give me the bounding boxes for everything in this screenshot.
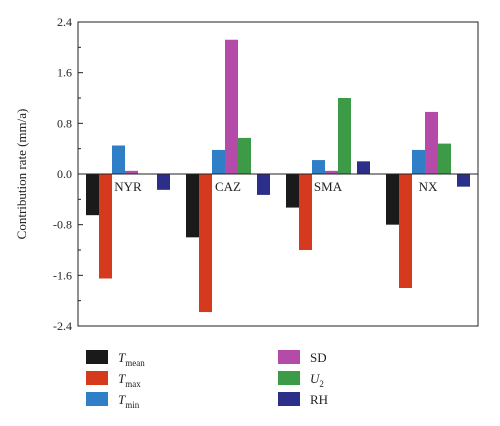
y-tick-label: 2.4 <box>57 15 72 29</box>
legend-label-tmean: Tmean <box>118 350 145 368</box>
bar-rh-caz <box>257 174 270 195</box>
bar-tmean-nx <box>386 174 399 225</box>
legend-swatch-u2 <box>278 371 300 385</box>
legend-label-tmin: Tmin <box>118 392 140 410</box>
bar-u2-sma <box>338 98 351 174</box>
category-label: NYR <box>114 179 142 194</box>
y-tick-label: -0.8 <box>53 218 72 232</box>
legend-label-rh: RH <box>310 392 328 407</box>
y-tick-label: 1.6 <box>57 66 72 80</box>
y-tick-label: 0.0 <box>57 167 72 181</box>
bar-sd-sma <box>325 170 338 174</box>
bar-tmean-sma <box>286 174 299 208</box>
bars-group <box>86 39 470 313</box>
y-axis-title: Contribution rate (mm/a) <box>14 109 29 240</box>
y-tick-label: 0.8 <box>57 116 72 130</box>
bar-u2-caz <box>238 137 251 174</box>
y-tick-label: -1.6 <box>53 268 72 282</box>
legend-swatch-tmin <box>86 392 108 406</box>
bar-tmax-caz <box>199 174 212 313</box>
bar-rh-nyr <box>157 174 170 190</box>
legend-label-tmax: Tmax <box>118 371 141 389</box>
category-label: NX <box>419 179 438 194</box>
bar-sd-nx <box>425 111 438 174</box>
bar-tmean-nyr <box>86 174 99 216</box>
bar-tmin-caz <box>212 149 225 174</box>
bar-tmin-nyr <box>112 145 125 174</box>
bar-tmax-nyr <box>99 174 112 279</box>
bar-tmin-nx <box>412 149 425 174</box>
category-label: SMA <box>314 179 343 194</box>
bar-sd-caz <box>225 39 238 174</box>
legend-swatch-tmean <box>86 350 108 364</box>
y-tick-label: -2.4 <box>53 319 72 333</box>
legend-swatch-rh <box>278 392 300 406</box>
bar-rh-nx <box>457 174 470 187</box>
bar-tmax-sma <box>299 174 312 250</box>
category-label: CAZ <box>215 179 241 194</box>
legend-label-sd: SD <box>310 350 327 365</box>
category-labels: NYR CAZ SMA NX <box>114 179 438 194</box>
legend-swatch-tmax <box>86 371 108 385</box>
legend-label-u2: U2 <box>310 371 324 389</box>
bar-tmin-sma <box>312 160 325 174</box>
legend-swatch-sd <box>278 350 300 364</box>
bar-u2-nx <box>438 143 451 174</box>
legend: Tmean SD Tmax U2 Tmin RH <box>86 350 328 410</box>
bar-rh-sma <box>357 161 370 174</box>
bar-sd-nyr <box>125 170 138 174</box>
bar-tmean-caz <box>186 174 199 238</box>
bar-tmax-nx <box>399 174 412 288</box>
